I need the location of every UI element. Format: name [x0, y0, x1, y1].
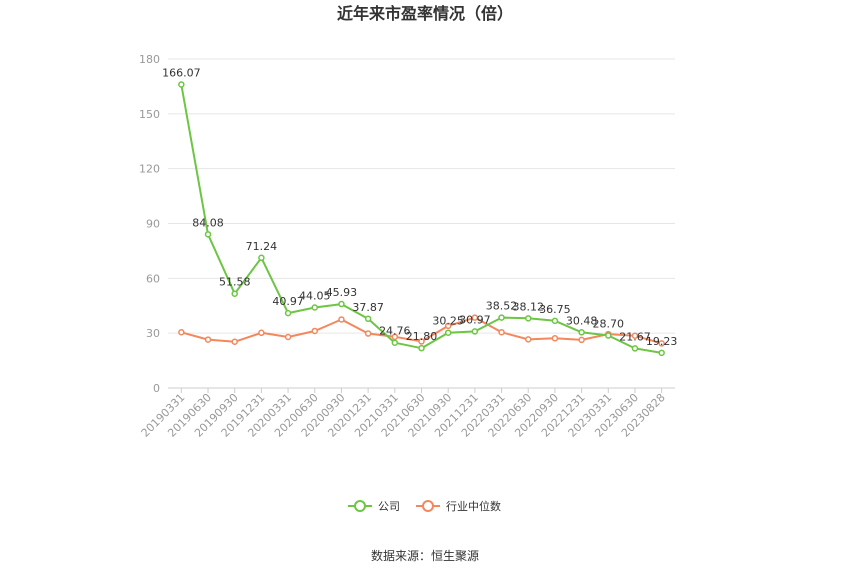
data-point	[311, 304, 319, 311]
data-point	[498, 329, 505, 336]
data-label: 21.80	[406, 330, 438, 343]
data-point	[178, 81, 185, 88]
data-point	[471, 314, 479, 321]
y-tick-label: 0	[153, 382, 160, 395]
data-point	[284, 309, 292, 317]
data-point	[311, 327, 319, 335]
data-label: 30.25	[432, 315, 464, 328]
data-point	[471, 328, 479, 335]
data-point	[231, 290, 238, 297]
legend-swatch-marker	[354, 500, 366, 512]
data-point	[391, 339, 399, 346]
legend-label: 行业中位数	[446, 499, 501, 513]
y-tick-label: 180	[139, 53, 160, 66]
data-label: 51.58	[219, 276, 251, 289]
data-label: 38.12	[512, 300, 544, 313]
data-point	[338, 316, 345, 323]
legend-item[interactable]: 行业中位数	[416, 499, 501, 513]
data-point	[418, 338, 425, 345]
data-point	[631, 345, 639, 352]
data-label: 21.67	[619, 330, 651, 343]
data-label: 30.97	[459, 313, 491, 326]
chart-title: 近年来市盈率情况（倍）	[337, 4, 513, 23]
y-tick-label: 30	[146, 327, 160, 340]
data-point	[231, 338, 238, 346]
legend-swatch-marker	[422, 500, 434, 512]
y-tick-label: 90	[146, 218, 160, 231]
data-label: 37.87	[352, 301, 384, 314]
data-point	[364, 330, 372, 337]
legend[interactable]: 公司 行业中位数	[348, 499, 501, 513]
data-label: 166.07	[162, 66, 201, 79]
data-label: 44.05	[299, 289, 331, 302]
y-tick-label: 60	[146, 272, 160, 285]
data-point	[204, 336, 212, 343]
data-point	[578, 336, 585, 344]
data-point	[418, 344, 425, 352]
data-label: 45.93	[326, 286, 358, 299]
data-point	[204, 231, 212, 238]
data-point	[178, 329, 185, 336]
data-point	[578, 329, 585, 336]
data-point	[631, 332, 639, 339]
grid	[168, 58, 675, 334]
data-label: 84.08	[192, 216, 224, 229]
data-point	[498, 314, 505, 321]
y-tick-label: 120	[139, 163, 160, 176]
data-point	[605, 332, 612, 339]
data-point	[551, 317, 559, 325]
data-label: 24.76	[379, 325, 411, 338]
source-note: 数据来源：恒生聚源	[371, 548, 479, 563]
series-line	[180, 84, 662, 354]
legend-item[interactable]: 公司	[348, 500, 400, 513]
data-point	[364, 315, 372, 323]
data-label: 19.23	[646, 335, 678, 348]
data-point	[524, 336, 532, 343]
y-tick-label: 150	[139, 108, 160, 121]
data-point	[284, 333, 292, 341]
data-point	[444, 329, 452, 336]
data-label: 30.48	[566, 314, 598, 327]
series	[178, 81, 665, 357]
data-label: 38.52	[486, 300, 518, 313]
data-point	[551, 335, 559, 342]
data-point	[258, 329, 265, 337]
data-point	[524, 315, 532, 322]
data-point	[258, 254, 265, 262]
data-label: 28.70	[593, 318, 625, 331]
data-label: 36.75	[539, 303, 571, 316]
axes: 0306090120150180201903312019063020190930…	[139, 53, 675, 440]
data-label: 71.24	[246, 240, 278, 253]
legend-label: 公司	[378, 500, 400, 513]
data-point	[658, 349, 665, 357]
data-point	[658, 340, 665, 347]
data-point	[338, 300, 345, 308]
data-label: 40.97	[272, 295, 304, 308]
data-point	[391, 333, 399, 341]
data-point	[444, 322, 452, 330]
